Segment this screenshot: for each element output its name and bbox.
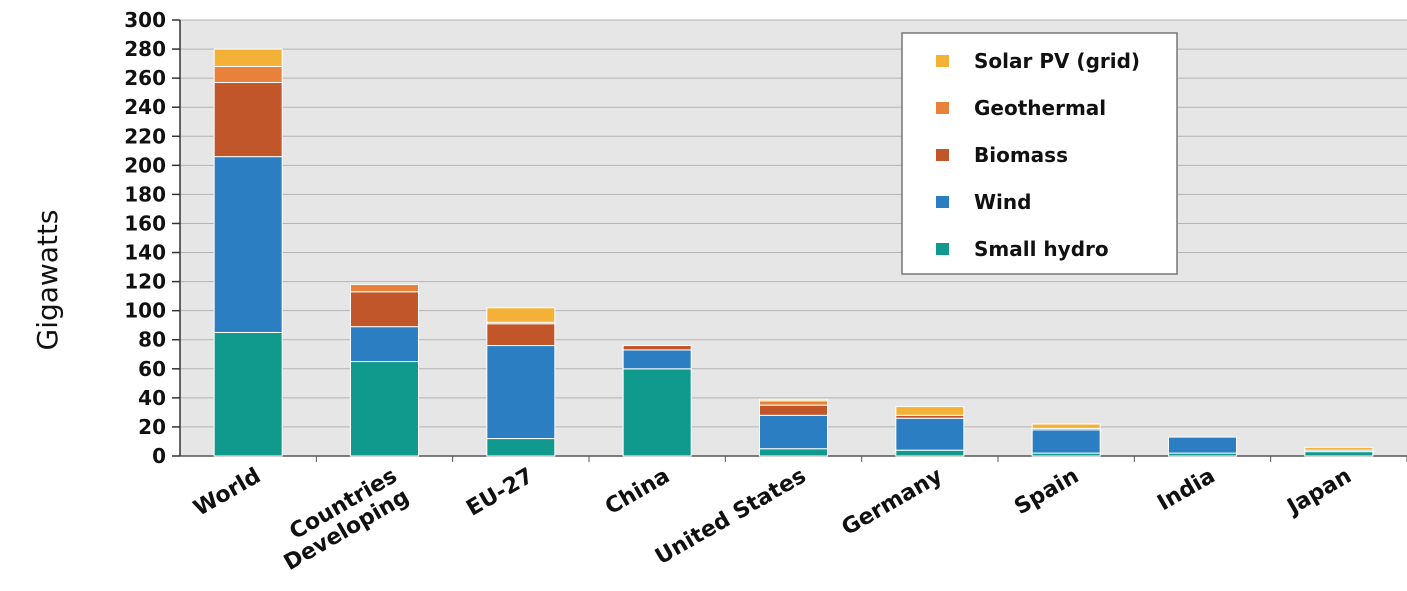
x-tick-label: Spain [1010, 464, 1083, 520]
x-tick-label-line: EU-27 [462, 464, 537, 522]
bar-segment [1031, 429, 1101, 454]
legend-swatch [936, 102, 949, 114]
bar-segment [1168, 436, 1237, 454]
legend-label: Biomass [974, 143, 1068, 167]
bar-segment [486, 323, 556, 347]
bar-segment [350, 361, 419, 457]
bar-segment [1031, 423, 1101, 429]
x-tick-label-line: China [601, 464, 674, 521]
bar-segment [622, 349, 692, 370]
legend-swatch [936, 149, 949, 161]
bar-segment [350, 284, 419, 293]
x-tick-label: India [1153, 464, 1219, 517]
bar-segment [350, 282, 419, 286]
bars [213, 48, 1374, 457]
legend-swatch [936, 196, 949, 208]
bar-segment [895, 406, 965, 416]
x-tick-label: Germany [838, 464, 947, 541]
y-tick-label: 260 [124, 66, 166, 90]
y-tick-label: 140 [124, 241, 166, 265]
bar-segment [486, 307, 556, 323]
y-tick-label: 0 [152, 444, 166, 468]
bar-segment [759, 400, 828, 406]
y-tick-label: 280 [124, 37, 166, 61]
y-tick-label: 160 [124, 211, 166, 235]
y-tick-label: 120 [124, 270, 166, 294]
legend-label: Wind [974, 190, 1031, 214]
legend: Solar PV (grid) Geothermal Biomass Wind Smal… [901, 32, 1178, 275]
bar-segment [213, 156, 283, 333]
y-tick-label: 60 [138, 357, 166, 381]
legend-label: Small hydro [974, 237, 1109, 261]
y-tick-label: 220 [124, 124, 166, 148]
x-tick-label: EU-27 [462, 464, 537, 522]
x-tick-label-line: India [1153, 464, 1219, 517]
bar-segment [213, 48, 283, 68]
bar-segment [350, 326, 419, 363]
bar-segment [1304, 446, 1374, 451]
y-tick-label: 80 [138, 328, 166, 352]
bar-segment [213, 81, 283, 158]
bar-segment [759, 448, 828, 457]
bar-segment [895, 417, 965, 451]
bar-segment [759, 414, 828, 450]
bar-segment [213, 66, 283, 83]
x-tick-label-line: United States [651, 464, 810, 570]
x-tick-label-line: Japan [1282, 464, 1356, 521]
y-tick-label: 40 [138, 386, 166, 410]
y-tick-label: 300 [124, 8, 166, 32]
x-tick-label: World [190, 464, 266, 522]
bar-segment [622, 345, 692, 351]
legend-swatch [936, 243, 949, 255]
y-axis-label: Gigawatts [31, 209, 64, 350]
x-tick-label: United States [651, 464, 810, 570]
x-tick-label-line: World [190, 464, 266, 522]
legend-label: Geothermal [974, 96, 1106, 120]
x-tick-label: Japan [1282, 464, 1356, 521]
bar-segment [759, 404, 828, 416]
bar-segment [895, 449, 965, 457]
bar-segment [759, 398, 828, 402]
y-tick-label: 200 [124, 153, 166, 177]
legend-label: Solar PV (grid) [974, 49, 1140, 73]
y-tick-label: 20 [138, 415, 166, 439]
y-tick-label: 180 [124, 182, 166, 206]
bar-segment [622, 368, 692, 457]
bar-segment [1304, 451, 1374, 457]
bar-segment [213, 331, 283, 457]
bar-segment [486, 438, 556, 457]
y-tick-label: 100 [124, 299, 166, 323]
x-tick-label-line: Spain [1010, 464, 1083, 520]
bar-segment [350, 291, 419, 328]
x-tick-label: China [601, 464, 674, 521]
x-tick-label-line: Germany [838, 464, 947, 541]
y-tick-label: 240 [124, 95, 166, 119]
bar-segment [486, 345, 556, 440]
legend-swatch [936, 55, 949, 67]
